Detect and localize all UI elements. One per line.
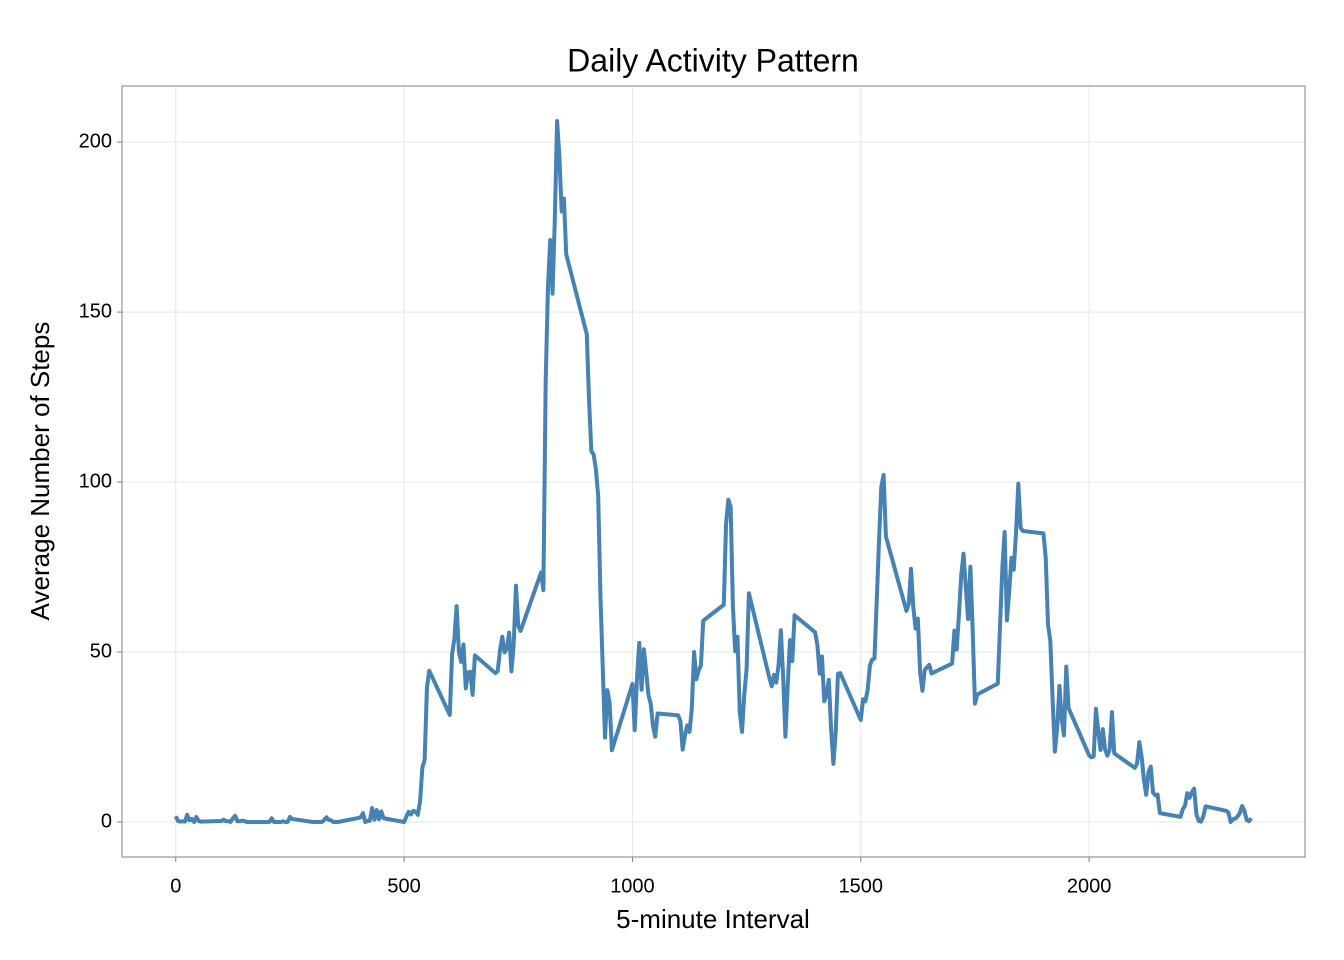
- chart-title: Daily Activity Pattern: [567, 42, 859, 78]
- panel-border: [121, 85, 1306, 858]
- y-tick-label: 150: [79, 300, 112, 322]
- y-tick-label: 0: [101, 810, 112, 832]
- x-tick-label: 2000: [1067, 875, 1112, 897]
- y-axis-title: Average Number of Steps: [25, 322, 55, 621]
- y-tick-label: 50: [90, 640, 112, 662]
- x-tick-label: 0: [170, 875, 181, 897]
- y-tick-label: 200: [79, 130, 112, 152]
- x-tick-label: 500: [387, 875, 420, 897]
- x-axis-title: 5-minute Interval: [616, 904, 810, 934]
- plot-panel: [122, 86, 1305, 857]
- data-line: [173, 119, 1253, 824]
- y-tick-label: 100: [79, 470, 112, 492]
- x-tick-label: 1000: [610, 875, 655, 897]
- x-tick-label: 1500: [839, 875, 884, 897]
